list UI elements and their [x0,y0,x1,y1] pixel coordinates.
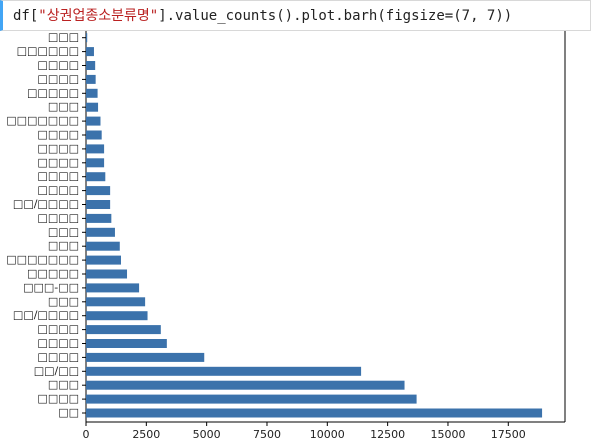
y-tick-label: □□□□ [37,184,79,197]
y-tick-label: □□□□ [37,72,79,85]
bar [86,74,96,84]
y-tick-label: □□□ [48,100,79,113]
y-tick-label: □□□ [48,31,79,44]
bar [86,144,105,154]
y-tick-label: □□□□ [37,211,79,224]
bar [86,394,417,404]
y-tick-label: □□□ [48,225,79,238]
bar [86,380,405,390]
y-tick-label: □□/□□□□ [13,309,79,322]
y-tick-label: □□□□ [37,156,79,169]
y-tick-label: □□ [58,406,79,419]
bar [86,116,101,126]
bar [86,311,148,321]
y-tick-label: □□□□ [37,59,79,72]
y-tick-label: □□□□□ [27,267,79,280]
bar [86,352,205,362]
x-tick-label: 0 [83,428,90,441]
bar [86,408,543,418]
y-tick-label: □□□□□□□ [6,253,79,266]
bar [86,213,112,223]
y-tick-label: □□/□□ [34,364,79,377]
code-prefix: df[ [13,8,39,24]
bar [86,88,98,98]
y-tick-label: □□/□□□□ [13,198,79,211]
bar [86,241,120,251]
x-tick-label: 5000 [193,428,221,441]
bar [86,255,121,265]
y-tick-label: □□□ [48,239,79,252]
bar [86,269,128,279]
y-tick-label: □□□□ [37,128,79,141]
y-tick-label: □□□□ [37,170,79,183]
y-tick-label: □□□□ [37,323,79,336]
bar [86,366,362,376]
code-cell[interactable]: df["상권업종소분류명"].value_counts().plot.barh(… [0,0,591,31]
x-tick-label: 15000 [430,428,465,441]
bar [86,200,111,209]
bar [86,130,102,140]
bar [86,227,115,237]
x-tick-label: 10000 [310,428,345,441]
bar [86,339,167,348]
bar [86,297,146,307]
x-tick-label: 2500 [132,428,160,441]
x-tick-label: 7500 [253,428,281,441]
bar [86,186,111,196]
y-tick-label: □□□□□□ [17,45,79,58]
bar [86,102,99,112]
bar [86,61,96,70]
x-tick-label: 17500 [491,428,526,441]
x-tick-label: 12500 [370,428,405,441]
y-tick-label: □□□□ [37,337,79,350]
bar [86,325,161,335]
y-tick-label: □□□□□□□ [6,114,79,127]
bar [86,172,106,182]
y-tick-label: □□□ [48,295,79,308]
bar [86,33,88,43]
bar [86,47,94,57]
y-tick-label: □□□□ [37,392,79,405]
y-tick-label: □□□□ [37,350,79,363]
y-tick-label: □□□□□ [27,86,79,99]
y-tick-label: □□□-□□ [23,281,79,294]
code-string: "상권업종소분류명" [38,8,159,24]
code-suffix: ].value_counts().plot.barh(figsize=(7, 7… [158,8,513,24]
bar [86,158,105,168]
y-tick-label: □□□ [48,378,79,391]
y-tick-label: □□□□ [37,142,79,155]
bar [86,283,140,293]
